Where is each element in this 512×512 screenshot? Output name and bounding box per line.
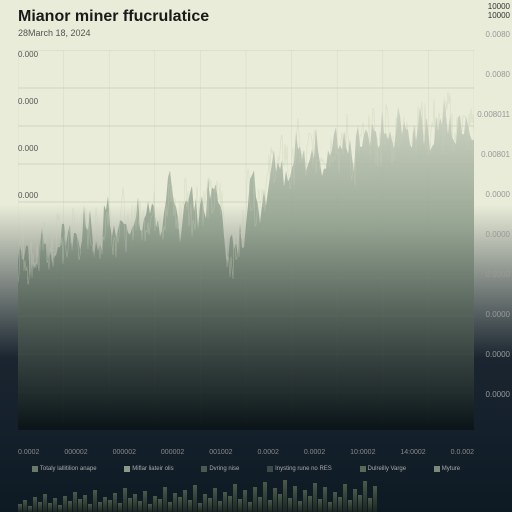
legend-item[interactable]: Totaly lallitilion anape [32, 466, 97, 472]
x-axis: 0.00020000020000020000020010020.00020.00… [18, 449, 474, 456]
legend: Totaly lallitilion anape Miflar liateir o… [18, 466, 474, 472]
legend-item[interactable]: Dulreilly Varge [360, 466, 407, 472]
legend-item[interactable]: Myture [434, 466, 460, 472]
legend-item[interactable]: Dvring nise [201, 466, 239, 472]
legend-item[interactable]: Miflar liateir olis [124, 466, 173, 472]
chart-container: Mianor miner ffucrulatice 28March 18, 20… [0, 0, 512, 512]
header: Mianor miner ffucrulatice 28March 18, 20… [18, 8, 209, 38]
y-axis-right: 0.00800.00800.0080110.008010.00000.00000… [474, 0, 510, 430]
legend-item[interactable]: Inysting rune no RES [267, 466, 332, 472]
chart-svg [18, 50, 474, 430]
chart-area[interactable] [18, 50, 474, 430]
chart-title: Mianor miner ffucrulatice [18, 8, 209, 26]
chart-date: 28March 18, 2024 [18, 28, 209, 38]
volume-bars [18, 476, 474, 512]
